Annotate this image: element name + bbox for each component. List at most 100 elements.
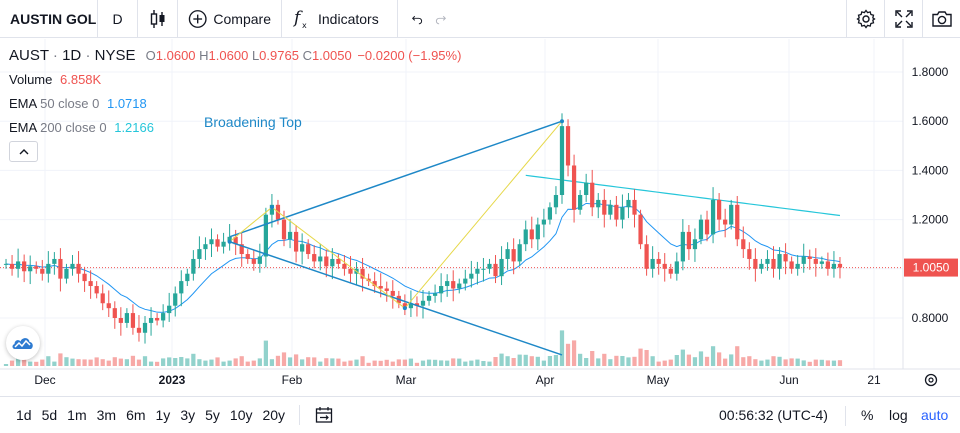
volume-bar [64, 357, 69, 366]
volume-bar [662, 360, 667, 366]
volume-bar [426, 359, 432, 366]
redo-icon[interactable] [435, 12, 446, 26]
range-1d[interactable]: 1d [16, 407, 32, 423]
collapse-legend-button[interactable] [9, 141, 38, 162]
volume-bar [825, 360, 831, 366]
candle-body [674, 261, 679, 274]
candle-body [130, 313, 136, 328]
candle-body [741, 239, 746, 250]
ema50-legend[interactable]: EMA 50 close 0 1.0718 [9, 96, 147, 111]
volume-bar [698, 351, 704, 366]
fullscreen-button[interactable] [884, 0, 922, 38]
auto-toggle[interactable]: auto [921, 407, 949, 423]
volume-bar [771, 356, 776, 366]
volume-bar [729, 354, 734, 366]
change-value: −0.0200 (−1.95%) [357, 48, 462, 63]
volume-bar [233, 358, 238, 366]
volume-legend[interactable]: Volume 6.858K [9, 72, 101, 87]
candle-body [378, 286, 383, 289]
volume-bar [813, 359, 818, 366]
range-6m[interactable]: 6m [126, 407, 146, 423]
range-20y[interactable]: 20y [262, 407, 286, 423]
price-chart[interactable]: 1.8000 1.6000 1.4000 1.2000 1.0050 0.8000 Dec… [0, 39, 960, 395]
volume-bar [173, 358, 178, 366]
volume-bar [15, 358, 21, 366]
candle-body [511, 249, 516, 262]
candle-body [300, 244, 305, 252]
volume-bar [487, 361, 492, 366]
close-value: 1.0050 [311, 48, 352, 63]
volume-bar [608, 359, 613, 366]
volume-bar [626, 357, 631, 366]
candle-body [451, 281, 456, 289]
chart-lines [0, 174, 903, 313]
volume-bar [493, 357, 498, 366]
candle-body [173, 293, 178, 306]
percent-toggle[interactable]: % [861, 407, 874, 423]
volume-bar [76, 359, 81, 366]
ema200-label: EMA [9, 120, 37, 135]
tradingview-logo[interactable] [6, 326, 40, 360]
time-tick-label: Dec [34, 373, 55, 387]
candle-body [281, 219, 287, 240]
time-tick-label: 21 [867, 373, 881, 387]
volume-bar [777, 356, 782, 366]
range-5d[interactable]: 5d [41, 407, 58, 423]
ema200-legend[interactable]: EMA 200 close 0 1.2166 [9, 120, 154, 135]
candle-body [789, 261, 794, 269]
volume-bar [342, 361, 347, 366]
range-10y[interactable]: 10y [229, 407, 253, 423]
chevron-up-icon [19, 148, 28, 154]
volume-bar [614, 355, 619, 366]
settings-button[interactable] [846, 0, 884, 38]
log-toggle[interactable]: log [889, 407, 908, 423]
candle-body [366, 278, 371, 282]
volume-bar [112, 357, 117, 366]
volume-bar [179, 357, 184, 366]
goto-date-button[interactable] [315, 406, 333, 424]
candle-body [668, 268, 673, 274]
candlestick-icon [150, 9, 164, 28]
candle-body [82, 273, 87, 282]
candle-body [287, 231, 293, 240]
candle-body [686, 231, 692, 250]
compare-button[interactable]: Compare [178, 0, 282, 38]
interval-button[interactable]: D [98, 0, 138, 38]
volume-bar [837, 360, 843, 366]
undo-icon[interactable] [412, 12, 423, 26]
volume-bar [481, 361, 486, 366]
range-1m[interactable]: 1m [67, 407, 87, 423]
volume-bar [154, 361, 160, 366]
volume-bar [378, 360, 383, 366]
range-3y[interactable]: 3y [180, 407, 196, 423]
candle-body [517, 244, 522, 262]
volume-bar [590, 351, 595, 366]
candle-body [233, 236, 238, 245]
volume-bar [535, 356, 540, 366]
volume-bar [203, 360, 208, 366]
volume-bar [511, 358, 516, 366]
clock[interactable]: 00:56:32 (UTC-4) [719, 407, 828, 423]
volume-bar [318, 361, 323, 366]
volume-bar [553, 355, 559, 366]
range-1y[interactable]: 1y [155, 407, 171, 423]
undo-redo-group [398, 0, 456, 38]
axis-settings-icon[interactable] [924, 373, 938, 387]
high-label: H [199, 48, 209, 63]
range-5y[interactable]: 5y [205, 407, 220, 423]
volume-bar [789, 358, 794, 366]
volume-bar [82, 359, 87, 366]
volume-bar [251, 360, 256, 366]
chart-style-button[interactable] [138, 0, 178, 38]
volume-bar [306, 357, 311, 366]
candle-body [179, 281, 184, 294]
candle-body [330, 258, 335, 267]
volume-bar [293, 354, 299, 366]
candle-body [348, 268, 353, 274]
range-3m[interactable]: 3m [96, 407, 117, 423]
indicators-button[interactable]: f x Indicators [282, 0, 398, 38]
screenshot-button[interactable] [922, 0, 960, 38]
volume-bar [124, 359, 129, 366]
candle-body [463, 278, 468, 284]
